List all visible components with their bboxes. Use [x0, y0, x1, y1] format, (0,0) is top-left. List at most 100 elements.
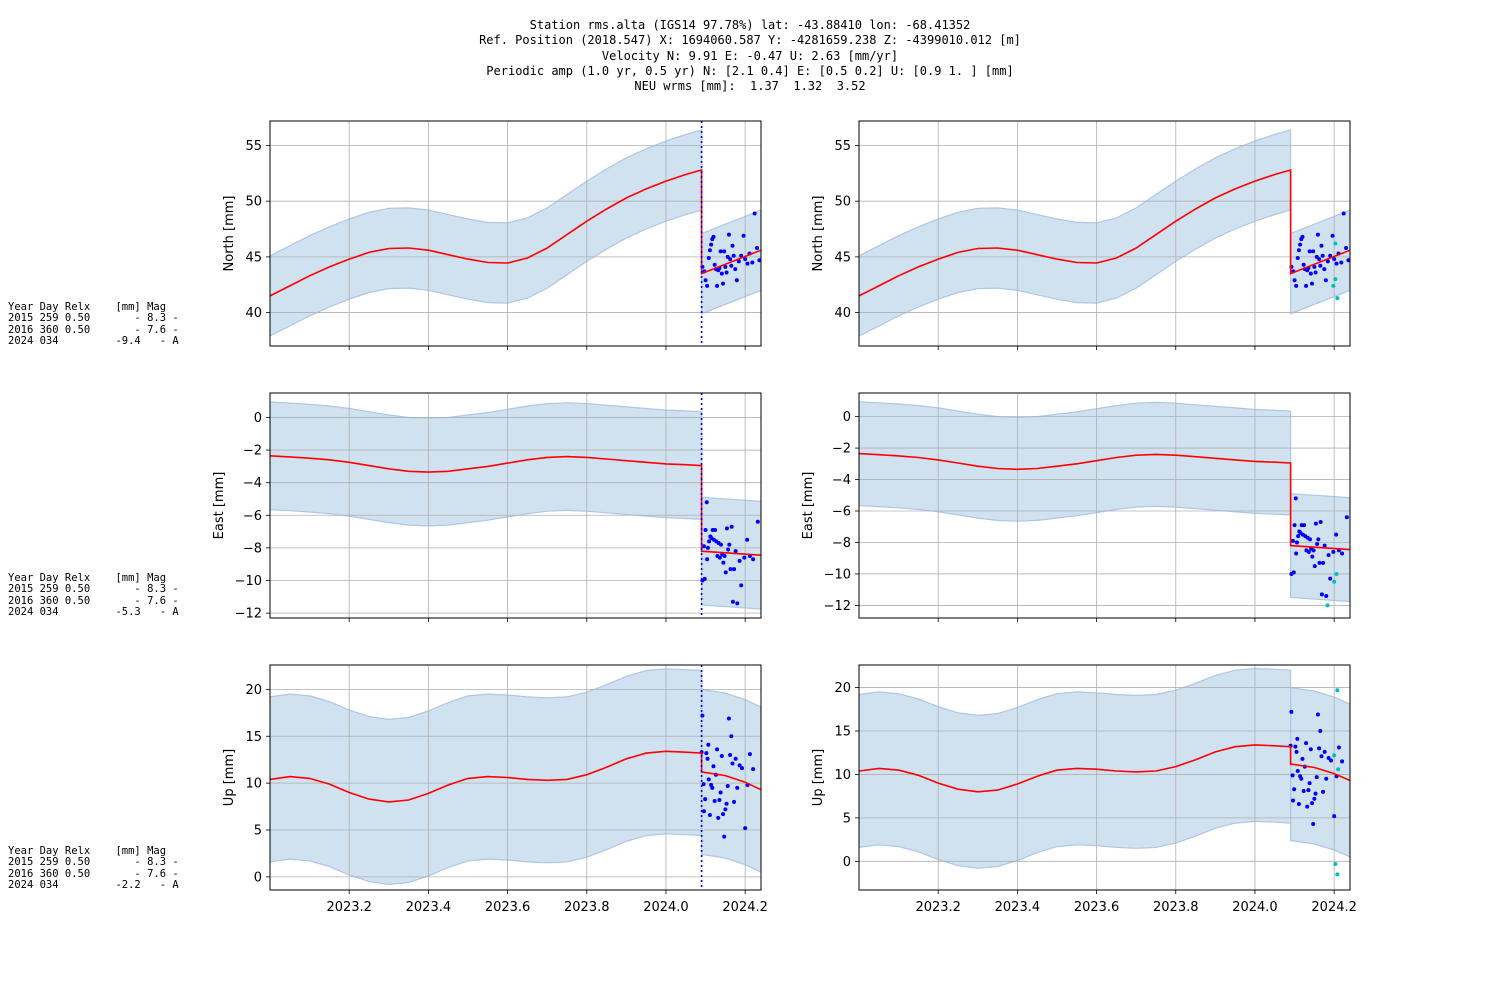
observation-point [1318, 729, 1323, 734]
y-tick-label: 20 [245, 683, 262, 698]
x-tick-label: 2023.2 [915, 900, 961, 915]
earthquake-table-north: Year Day Relx [mm] Mag 2015 259 0.50 - 8… [8, 301, 228, 348]
observation-point [751, 767, 756, 772]
observation-point [1302, 523, 1307, 528]
observation-point [1319, 243, 1324, 248]
observation-point [733, 549, 738, 554]
observation-point [1334, 261, 1339, 266]
uncertainty-band-segment [270, 401, 703, 527]
observation-point [1346, 258, 1350, 263]
observation-point [1290, 538, 1295, 543]
earthquake-table-row: 2016 360 0.50 - 7.6 - [8, 594, 179, 607]
observation-point [1310, 554, 1315, 559]
observation-point [707, 539, 712, 544]
observation-point [1317, 560, 1322, 565]
observation-point [705, 557, 710, 562]
observation-point [724, 526, 729, 531]
observation-point [1294, 749, 1299, 754]
observation-point [729, 524, 734, 529]
observation-point [1324, 593, 1329, 598]
earthquake-table-header: Year Day Relx [mm] Mag [8, 572, 167, 584]
observation-point [722, 834, 727, 839]
y-tick-label: 40 [245, 306, 262, 321]
observation-point [1295, 768, 1300, 773]
y-tick-label: −8 [832, 536, 851, 551]
observation-point [1332, 814, 1337, 819]
observation-point [743, 257, 748, 262]
observation-point [752, 211, 757, 216]
observation-point [1293, 744, 1298, 749]
model-fit-line [270, 168, 761, 297]
observation-point [750, 260, 755, 265]
observation-point [706, 256, 711, 261]
y-tick-label: 50 [834, 195, 851, 210]
outlier-point [1333, 241, 1338, 246]
observation-point [716, 815, 721, 820]
x-tick-label: 2024.0 [1232, 900, 1278, 915]
x-tick-label: 2023.6 [1074, 900, 1120, 915]
x-tick-label: 2024.0 [643, 900, 689, 915]
observation-point [757, 258, 761, 263]
observation-point [732, 799, 737, 804]
observation-point [1290, 798, 1295, 803]
observation-point [1318, 263, 1323, 268]
outlier-point [1335, 688, 1340, 693]
observation-point [745, 261, 750, 266]
earthquake-table-row: 2015 259 0.50 - 8.3 - [8, 583, 179, 596]
observation-point [726, 547, 731, 552]
observation-point [715, 283, 720, 288]
station-header: Station rms.alta (IGS14 97.78%) lat: -43… [0, 18, 1500, 94]
x-tick-label: 2024.2 [722, 900, 768, 915]
observation-point [722, 554, 727, 559]
observation-point [1306, 788, 1311, 793]
y-tick-label: 0 [843, 410, 851, 425]
observation-point [1315, 232, 1320, 237]
observation-point [734, 278, 739, 283]
panel-north-right: 40 45 50 55 North [mm] [811, 120, 1351, 350]
axes-frame [269, 120, 762, 347]
y-tick-label: 45 [834, 250, 851, 265]
plot-area [859, 665, 1350, 890]
y-axis-label: East [mm] [801, 472, 816, 540]
observation-point [1339, 260, 1344, 265]
observation-point [707, 813, 712, 817]
earthquake-table-row: 2015 259 0.50 - 8.3 - [8, 312, 179, 325]
y-tick-label: −12 [824, 599, 851, 614]
outlier-point [1332, 753, 1337, 758]
model-fit-line [859, 744, 1350, 793]
observation-point [1294, 540, 1299, 545]
y-tick-label: −4 [243, 476, 262, 491]
y-tick-label: 0 [843, 855, 851, 870]
observation-point [713, 527, 718, 532]
earthquake-table-header: Year Day Relx [mm] Mag [8, 845, 167, 857]
observation-point [1311, 821, 1316, 826]
header-wrms-line: NEU wrms [mm]: 1.37 1.32 3.52 [634, 79, 866, 94]
observation-point [1313, 521, 1318, 526]
observation-point [718, 790, 723, 795]
uncertainty-band-segment [270, 129, 703, 337]
observation-point [1322, 543, 1327, 548]
observation-point [1308, 271, 1313, 276]
observation-point [1314, 775, 1319, 780]
y-axis-label: Up [mm] [222, 749, 237, 806]
observation-point [1289, 709, 1294, 714]
observation-point [1317, 257, 1322, 262]
observation-point [747, 752, 752, 757]
observation-point [702, 576, 707, 581]
panel-north-left: 40 45 50 55 North [mm] [222, 120, 762, 350]
observation-point [1307, 781, 1312, 786]
observation-point [1292, 278, 1297, 283]
observation-point [724, 270, 729, 275]
observation-point [739, 583, 744, 588]
observation-point [1315, 542, 1320, 547]
observation-point [1340, 759, 1345, 764]
observation-point [741, 233, 746, 238]
observation-point [1317, 746, 1322, 751]
observation-point [707, 248, 712, 253]
observation-point [1308, 747, 1313, 752]
observation-point [1304, 283, 1309, 288]
observation-point [1299, 776, 1304, 781]
axes-frame [269, 664, 762, 891]
y-axis-label: Up [mm] [811, 749, 826, 806]
y-tick-label: 40 [834, 306, 851, 321]
